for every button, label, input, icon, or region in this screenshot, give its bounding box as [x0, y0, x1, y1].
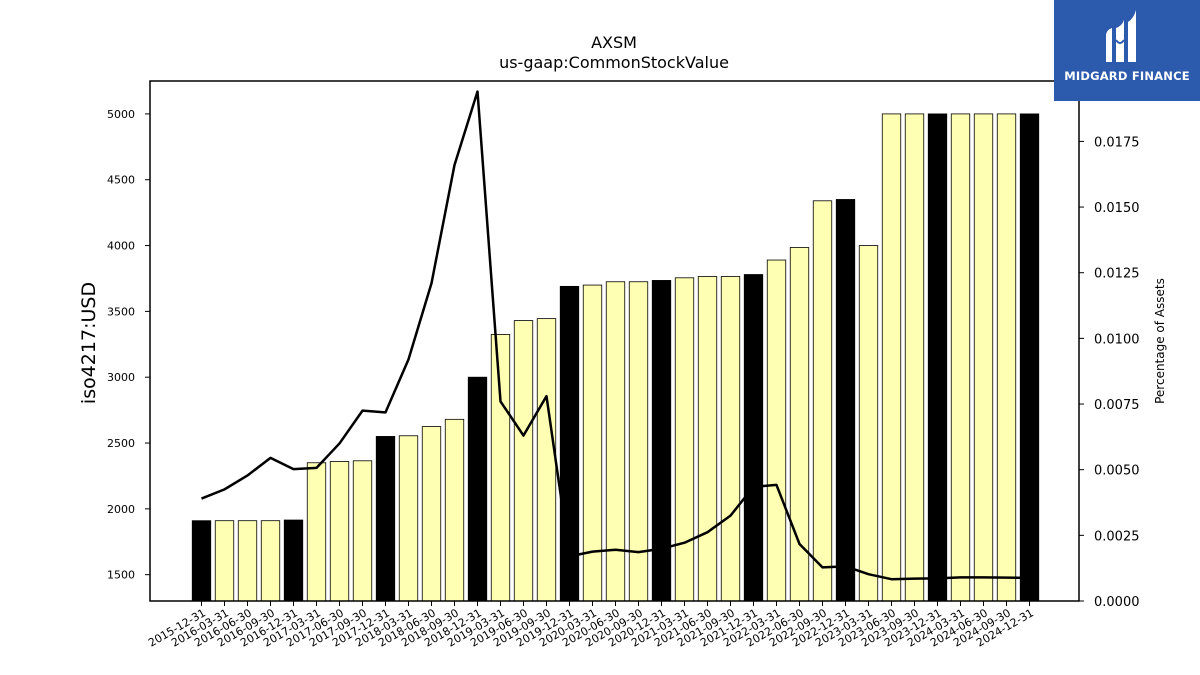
- y-axis-label-left: iso4217:USD: [78, 282, 100, 404]
- bar-2017-12-31: [375, 436, 396, 602]
- bar-2023-12-31: [927, 113, 948, 602]
- bar-2023-09-30: [904, 113, 925, 602]
- y-tick-label-left: 4500: [107, 174, 135, 187]
- bar-2018-09-30: [444, 418, 465, 602]
- y-tick-label-right: 0.0125: [1094, 267, 1140, 282]
- bar-2017-03-31: [306, 462, 327, 602]
- y-tick-label-left: 3500: [107, 305, 135, 318]
- bar-2018-06-30: [421, 426, 442, 602]
- y-tick-label-left: 2500: [107, 437, 135, 450]
- bar-2024-03-31: [950, 113, 971, 602]
- bar-2024-09-30: [996, 113, 1017, 602]
- y-tick-label-right: 0.0000: [1094, 595, 1140, 610]
- logo-text: MIDGARD FINANCE: [1064, 69, 1190, 83]
- bar-2021-09-30: [720, 276, 741, 602]
- y-tick-label-right: 0.0025: [1094, 529, 1140, 544]
- midgard-logo-icon: [1106, 10, 1136, 62]
- chart-subtitle: us-gaap:CommonStockValue: [499, 53, 729, 72]
- bar-2016-12-31: [283, 519, 304, 602]
- y-axis-left: 1500 2000 2500 3000 3500 4000 4500 5000: [107, 108, 150, 582]
- y-tick-label-right: 0.0075: [1094, 398, 1140, 413]
- bar-2016-03-31: [214, 520, 235, 602]
- y-tick-label-right: 0.0050: [1094, 464, 1140, 479]
- plot-frame: [149, 80, 1080, 602]
- y-axis-right: 0.0000 0.0025 0.0050 0.0075 0.0100 0.0125 0.01…: [1079, 135, 1140, 610]
- bar-2016-06-30: [237, 520, 258, 602]
- y-tick-label-left: 2000: [107, 503, 135, 516]
- bar-2018-12-31: [467, 376, 488, 602]
- y-tick-label-left: 3000: [107, 371, 135, 384]
- bar-2020-06-30: [605, 281, 626, 602]
- bar-2016-09-30: [260, 520, 281, 602]
- bar-series: [191, 113, 1040, 602]
- x-axis: 2015-12-312016-03-312016-06-302016-09-30…: [146, 601, 1036, 650]
- bar-2019-09-30: [536, 318, 557, 602]
- y-tick-label-right: 0.0100: [1094, 332, 1140, 347]
- y-tick-label-left: 5000: [107, 108, 135, 121]
- y-tick-label-left: 1500: [107, 569, 135, 582]
- bar-2022-12-31: [835, 199, 856, 602]
- y-axis-label-right: Percentage of Assets: [1153, 278, 1167, 404]
- bar-2022-06-30: [789, 247, 810, 602]
- bar-2021-03-31: [674, 277, 695, 602]
- bar-2022-03-31: [766, 259, 787, 602]
- chart-title: AXSM: [591, 33, 637, 52]
- bar-2024-06-30: [973, 113, 994, 602]
- bar-2018-03-31: [398, 435, 419, 602]
- percentage-line-series: [201, 90, 1030, 581]
- bar-2017-09-30: [352, 460, 373, 602]
- bar-2020-12-31: [651, 280, 672, 602]
- y-tick-label-right: 0.0175: [1094, 135, 1140, 150]
- y-tick-label-left: 4000: [107, 240, 135, 253]
- bar-2024-12-31: [1019, 113, 1040, 602]
- bar-2015-12-31: [191, 520, 212, 602]
- bar-2021-06-30: [697, 276, 718, 602]
- bar-2021-12-31: [743, 274, 764, 602]
- y-tick-label-right: 0.0150: [1094, 201, 1140, 216]
- bar-2023-06-30: [881, 113, 902, 602]
- bar-2019-06-30: [513, 320, 534, 602]
- midgard-finance-logo: MIDGARD FINANCE: [1054, 0, 1200, 101]
- bar-2017-06-30: [329, 461, 350, 602]
- bar-2023-03-31: [858, 245, 879, 602]
- bar-2022-09-30: [812, 200, 833, 602]
- bar-2019-03-31: [490, 334, 511, 602]
